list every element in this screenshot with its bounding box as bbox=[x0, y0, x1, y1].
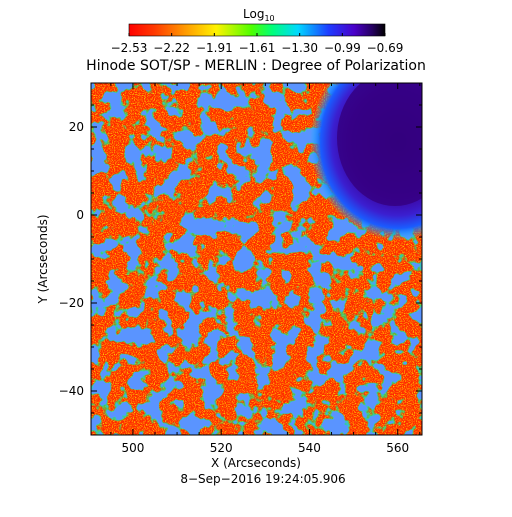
colorbar-tick-label: −0.99 bbox=[324, 41, 361, 55]
timestamp: 8−Sep−2016 19:24:05.906 bbox=[180, 472, 345, 486]
colorbar-label: Log10 bbox=[243, 7, 275, 23]
colorbar-tick-label: −0.69 bbox=[367, 41, 404, 55]
x-tick-label: 540 bbox=[298, 441, 321, 455]
x-tick-label: 520 bbox=[210, 441, 233, 455]
y-axis-ticks: 20 0 −20 −40 bbox=[59, 82, 422, 414]
colorbar-tick-label: −2.53 bbox=[111, 41, 148, 55]
y-axis-label: Y (Arcseconds) bbox=[36, 214, 50, 304]
x-tick-label: 500 bbox=[121, 441, 144, 455]
polarization-map bbox=[91, 83, 422, 435]
x-axis-label: X (Arcseconds) bbox=[211, 456, 301, 470]
chart-title: Hinode SOT/SP - MERLIN : Degree of Polar… bbox=[86, 58, 426, 74]
x-axis-ticks: 500 520 540 560 bbox=[110, 83, 421, 455]
y-tick-label: 20 bbox=[69, 120, 84, 134]
colorbar-tick-label: −1.61 bbox=[239, 41, 276, 55]
colorbar-ticks: −2.53 −2.22 −1.91 −1.61 −1.30 −0.99 −0.69 bbox=[111, 33, 404, 55]
colorbar-tick-label: −1.91 bbox=[196, 41, 233, 55]
x-tick-label: 560 bbox=[386, 441, 409, 455]
y-tick-label: −20 bbox=[59, 296, 84, 310]
y-tick-label: 0 bbox=[76, 208, 84, 222]
y-tick-label: −40 bbox=[59, 384, 84, 398]
colorbar-tick-label: −2.22 bbox=[153, 41, 190, 55]
colorbar-tick-label: −1.30 bbox=[281, 41, 318, 55]
